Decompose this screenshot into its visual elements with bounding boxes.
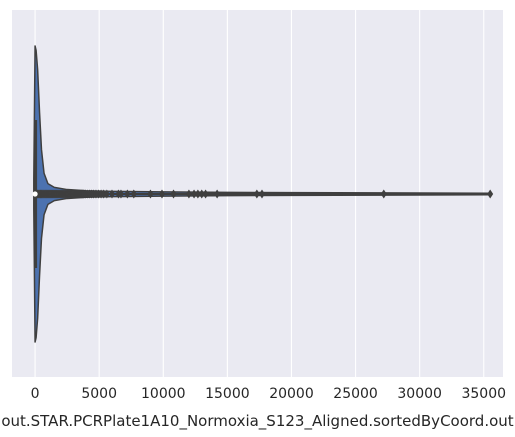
x-axis-title: out.STAR.PCRPlate1A10_Normoxia_S123_Alig… [1,412,513,431]
median-point [32,191,38,197]
outlier-point [108,189,115,199]
violin-layer [32,45,494,343]
x-tick-label: 25000 [333,386,378,402]
outlier-point [185,189,192,199]
x-tick-label: 0 [31,386,40,402]
outlier-point [170,189,177,199]
outlier-point [198,189,205,199]
outlier-point [100,189,107,199]
x-tick-label: 30000 [397,386,442,402]
outlier-point [124,189,131,199]
x-tick-label: 15000 [205,386,250,402]
x-tick-label: 10000 [141,386,186,402]
x-tick-label: 5000 [81,386,117,402]
x-tick-label: 35000 [461,386,506,402]
outlier-point [487,189,494,199]
outlier-point [117,189,124,199]
x-tick-label: 20000 [269,386,314,402]
outlier-point [191,189,198,199]
outlier-point [253,189,260,199]
outlier-point [202,189,209,199]
outlier-point [158,189,165,199]
outlier-point [103,189,110,199]
x-tick-labels: 0 5000 10000 15000 20000 25000 30000 35000 [31,386,506,402]
outlier-point [214,189,221,199]
outlier-point [147,189,154,199]
outlier-point [130,189,137,199]
outlier-point [258,189,265,199]
outlier-point [380,189,387,199]
outlier-point [194,189,201,199]
